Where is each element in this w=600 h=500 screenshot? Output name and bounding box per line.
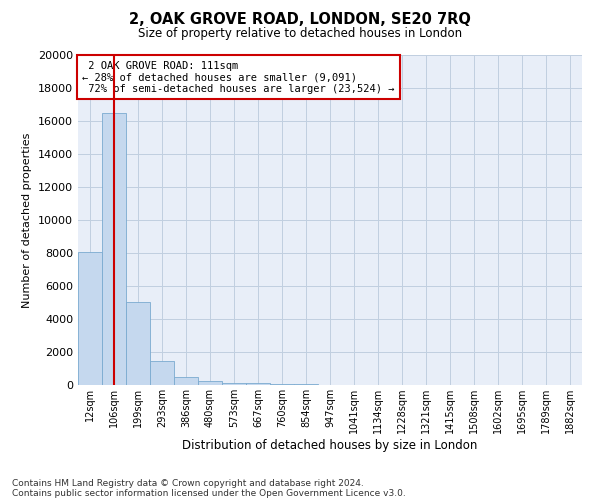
Bar [222,382,246,385]
Bar [294,384,318,385]
Text: 2, OAK GROVE ROAD, LONDON, SE20 7RQ: 2, OAK GROVE ROAD, LONDON, SE20 7RQ [129,12,471,28]
Bar [150,361,174,385]
X-axis label: Distribution of detached houses by size in London: Distribution of detached houses by size … [182,439,478,452]
Text: Contains HM Land Registry data © Crown copyright and database right 2024.: Contains HM Land Registry data © Crown c… [12,478,364,488]
Bar [246,384,270,385]
Bar [102,113,126,385]
Text: Contains public sector information licensed under the Open Government Licence v3: Contains public sector information licen… [12,488,406,498]
Y-axis label: Number of detached properties: Number of detached properties [22,132,32,308]
Text: Size of property relative to detached houses in London: Size of property relative to detached ho… [138,28,462,40]
Bar [270,384,294,385]
Bar [126,302,150,385]
Text: 2 OAK GROVE ROAD: 111sqm
← 28% of detached houses are smaller (9,091)
 72% of se: 2 OAK GROVE ROAD: 111sqm ← 28% of detach… [82,60,395,94]
Bar [78,252,102,385]
Bar [198,381,222,385]
Bar [174,377,198,385]
